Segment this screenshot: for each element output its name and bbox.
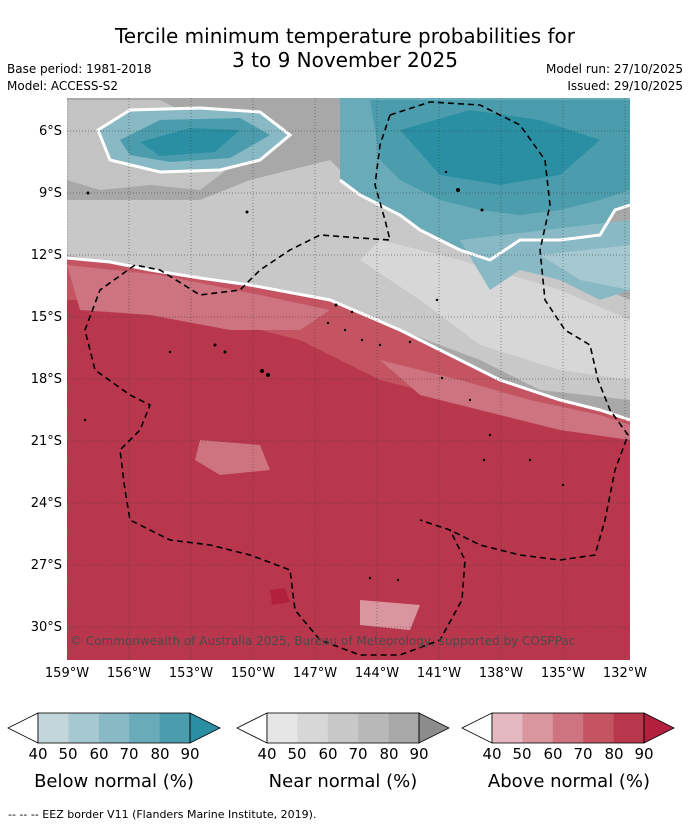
- eez-borders: [84, 101, 629, 656]
- islands: [83, 170, 565, 582]
- legend-tick: 80: [379, 745, 399, 763]
- above-normal-boundary: [67, 256, 630, 422]
- colorbar-segment: [98, 713, 130, 743]
- y-tick-label: 30°S: [30, 620, 62, 635]
- base-period: Base period: 1981-2018: [7, 62, 152, 76]
- y-tick-label: 24°S: [30, 496, 62, 511]
- legend-tick: 70: [348, 745, 368, 763]
- colorbar-segment: [267, 713, 298, 743]
- legend-tick: 40: [28, 745, 48, 763]
- colorbar-segment: [327, 713, 359, 743]
- colorbar-outline: [266, 712, 420, 744]
- legend-above-title: Above normal (%): [487, 771, 651, 792]
- x-tick-label: 156°W: [106, 666, 152, 681]
- colorbar-segment: [492, 713, 523, 743]
- colorbar-near: [236, 712, 450, 744]
- colorbar-segment: [68, 713, 100, 743]
- colorbar-below: [7, 712, 221, 744]
- y-tick-label: 9°S: [38, 186, 62, 201]
- y-tick-label: 27°S: [30, 558, 62, 573]
- chart-title-line1: Tercile minimum temperature probabilitie…: [114, 24, 576, 48]
- legend-tick: 90: [180, 745, 200, 763]
- legend-tick: 60: [318, 745, 338, 763]
- y-tick-label: 21°S: [30, 434, 62, 449]
- x-tick-label: 159°W: [44, 666, 90, 681]
- eez-footnote: -- -- -- EEZ border V11 (Flanders Marine…: [8, 808, 317, 821]
- colorbar-above: [461, 712, 675, 744]
- map-grid: [67, 98, 630, 660]
- colorbar-segment: [613, 713, 645, 743]
- legend-tick: 60: [89, 745, 109, 763]
- legend-tick: 60: [543, 745, 563, 763]
- x-tick-label: 141°W: [416, 666, 462, 681]
- colorbar-extend-low: [7, 712, 39, 744]
- legend-tick: 70: [119, 745, 139, 763]
- x-tick-label: 150°W: [230, 666, 276, 681]
- colorbar-segment: [358, 713, 390, 743]
- chart-title-line2: 3 to 9 November 2025: [232, 48, 458, 72]
- model-run: Model run: 27/10/2025: [545, 62, 683, 76]
- x-tick-label: 147°W: [292, 666, 338, 681]
- colorbar-outline: [491, 712, 645, 744]
- x-tick-label: 132°W: [602, 666, 648, 681]
- colorbar-segment: [129, 713, 161, 743]
- y-tick-label: 12°S: [30, 248, 62, 263]
- colorbar-segment: [552, 713, 584, 743]
- colorbar-extend-high: [418, 712, 450, 744]
- legend-tick: 90: [409, 745, 429, 763]
- legend-tick: 50: [287, 745, 307, 763]
- colorbar-segment: [297, 713, 329, 743]
- legend-tick: 70: [573, 745, 593, 763]
- y-tick-label: 18°S: [30, 372, 62, 387]
- colorbar-segment: [159, 713, 191, 743]
- colorbar-extend-low: [236, 712, 268, 744]
- x-tick-label: 153°W: [168, 666, 214, 681]
- model-name: Model: ACCESS-S2: [7, 79, 119, 93]
- issued-date: Issued: 29/10/2025: [567, 79, 683, 93]
- legend-tick: 80: [604, 745, 624, 763]
- legend-tick: 90: [634, 745, 654, 763]
- colorbar-outline: [37, 712, 191, 744]
- legend-tick: 40: [257, 745, 277, 763]
- colorbar-segment: [38, 713, 69, 743]
- legend-tick: 50: [58, 745, 78, 763]
- below-normal-boundary-nw: [96, 106, 293, 174]
- y-tick-label: 6°S: [38, 124, 62, 139]
- legend-tick: 80: [150, 745, 170, 763]
- legend-tick: 40: [482, 745, 502, 763]
- legend-below-title: Below normal (%): [34, 771, 194, 792]
- colorbar-extend-high: [189, 712, 221, 744]
- colorbar-segment: [583, 713, 615, 743]
- legend-near-title: Near normal (%): [268, 771, 418, 792]
- legend-tick: 50: [512, 745, 532, 763]
- x-tick-label: 138°W: [478, 666, 524, 681]
- x-tick-label: 144°W: [354, 666, 400, 681]
- copyright-text: © Commonwealth of Australia 2025, Bureau…: [70, 634, 576, 648]
- colorbar-extend-low: [461, 712, 493, 744]
- y-tick-label: 15°S: [30, 310, 62, 325]
- colorbar-segment: [388, 713, 420, 743]
- x-tick-label: 135°W: [540, 666, 586, 681]
- colorbar-extend-high: [643, 712, 675, 744]
- colorbar-segment: [522, 713, 554, 743]
